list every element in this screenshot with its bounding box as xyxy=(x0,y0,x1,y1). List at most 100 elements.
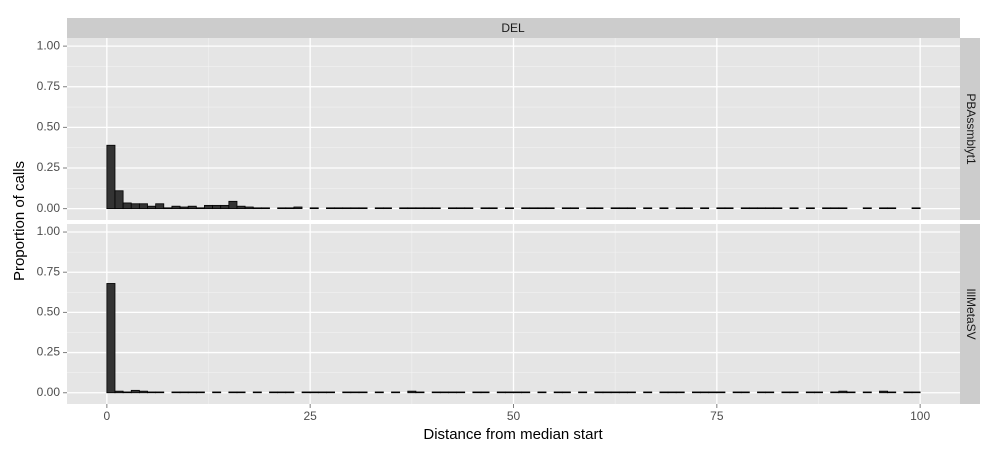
bar xyxy=(114,390,124,394)
y-tick-label: 0.50 xyxy=(37,305,61,319)
bar xyxy=(862,207,872,210)
column-strip-label: DEL xyxy=(501,21,525,35)
bar xyxy=(610,207,620,210)
bar xyxy=(277,207,287,210)
bar xyxy=(309,207,319,210)
bar xyxy=(358,391,368,394)
bar xyxy=(879,390,889,394)
bar xyxy=(456,207,466,210)
bar xyxy=(342,207,352,210)
bar xyxy=(407,207,417,210)
bar xyxy=(586,207,596,210)
bar xyxy=(488,207,498,210)
bar xyxy=(561,207,571,210)
bar xyxy=(130,389,140,394)
column-strip xyxy=(67,18,960,38)
bar xyxy=(610,391,620,394)
bar xyxy=(138,203,148,210)
y-tick-label: 0.00 xyxy=(37,385,61,399)
bar xyxy=(326,207,335,210)
bar xyxy=(911,207,921,210)
y-tick-label: 0.25 xyxy=(37,345,61,359)
bar xyxy=(838,207,848,210)
bar xyxy=(195,391,205,394)
bar xyxy=(374,391,384,394)
bar xyxy=(187,391,197,394)
bar xyxy=(326,391,335,394)
bar xyxy=(480,207,490,210)
bar xyxy=(553,391,563,394)
bar xyxy=(204,204,213,210)
bar xyxy=(244,206,254,210)
bar xyxy=(765,391,775,394)
bar xyxy=(594,207,604,210)
bar xyxy=(391,391,401,394)
bar xyxy=(781,391,791,394)
bar xyxy=(285,207,295,210)
bar xyxy=(212,391,222,394)
bar xyxy=(285,391,295,394)
bar xyxy=(163,207,173,210)
bar xyxy=(147,205,157,210)
y-tick-label: 1.00 xyxy=(37,224,61,238)
y-tick-label: 0.50 xyxy=(37,120,61,134)
x-axis-title: Distance from median start xyxy=(423,426,603,443)
bar xyxy=(830,391,840,394)
bar xyxy=(757,391,767,394)
bar xyxy=(683,207,693,210)
bar xyxy=(659,391,669,394)
bar xyxy=(887,207,897,210)
bar xyxy=(618,391,628,394)
bar xyxy=(700,391,710,394)
bar xyxy=(496,391,506,394)
bar xyxy=(342,391,352,394)
bar xyxy=(179,206,189,210)
row-strip-label: IllMetaSV xyxy=(964,288,978,339)
bar xyxy=(838,390,848,394)
bar xyxy=(212,204,222,210)
bar xyxy=(350,207,360,210)
x-tick-label: 50 xyxy=(507,409,521,423)
bar xyxy=(513,391,523,394)
bar xyxy=(789,207,799,210)
bar xyxy=(545,207,555,210)
bar xyxy=(130,203,140,210)
bar xyxy=(748,207,758,210)
bar xyxy=(594,391,604,394)
bar xyxy=(431,207,441,210)
row-strip xyxy=(960,224,980,404)
bar xyxy=(260,207,270,210)
bar xyxy=(700,207,710,210)
bar xyxy=(911,391,921,394)
bar xyxy=(716,391,726,394)
bar xyxy=(236,205,246,210)
bar xyxy=(122,202,132,210)
bar xyxy=(439,391,449,394)
bar xyxy=(626,391,636,394)
bar xyxy=(862,391,872,394)
bar xyxy=(382,207,392,210)
bar xyxy=(171,205,181,210)
bar xyxy=(423,207,433,210)
y-tick-label: 0.75 xyxy=(37,264,61,278)
bar xyxy=(830,207,840,210)
bar xyxy=(887,391,897,394)
bar xyxy=(472,391,482,394)
bar xyxy=(187,205,197,210)
bar xyxy=(106,283,116,394)
bar xyxy=(805,207,815,210)
bar xyxy=(171,391,181,394)
bar xyxy=(504,391,514,394)
bar xyxy=(740,207,750,210)
bar xyxy=(521,391,531,394)
bar xyxy=(805,391,815,394)
bar xyxy=(773,207,783,210)
bar xyxy=(220,204,230,210)
bar xyxy=(114,190,124,210)
bar xyxy=(521,207,531,210)
bar xyxy=(724,207,734,210)
bar xyxy=(252,391,262,394)
bar xyxy=(675,207,685,210)
bar xyxy=(195,207,205,210)
bar xyxy=(415,207,425,210)
